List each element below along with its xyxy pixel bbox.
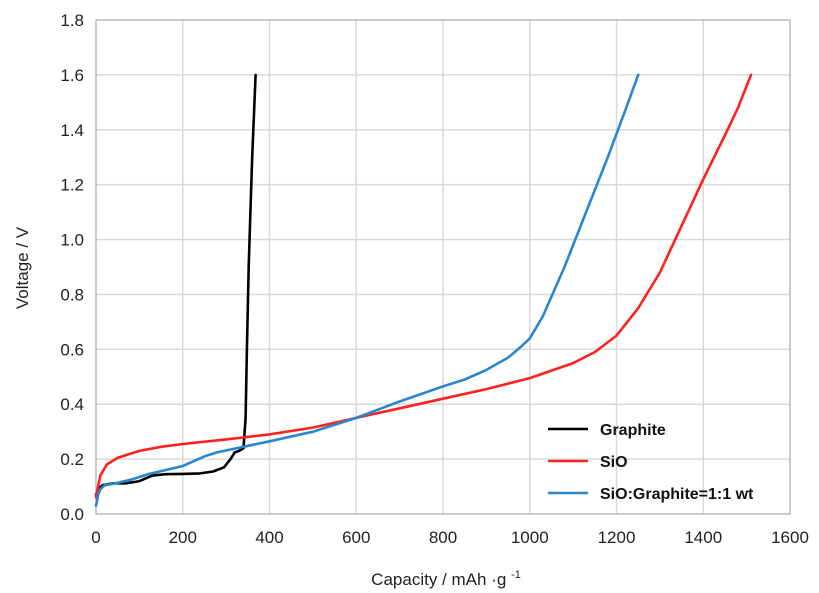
- series-line-1: [94, 73, 257, 497]
- x-axis-ticks: 0 200 400 600 800 1000 1200 1400 1600: [91, 528, 809, 547]
- y-tick-label: 1.8: [60, 11, 84, 30]
- y-tick-label: 1.0: [60, 231, 84, 250]
- y-tick-label: 0.0: [60, 505, 84, 524]
- x-tick-label: 1400: [684, 528, 722, 547]
- series-line-2: [94, 73, 753, 499]
- y-tick-label: 1.4: [60, 121, 84, 140]
- x-tick-label: 1600: [771, 528, 809, 547]
- x-axis-label-main: Capacity / mAh: [371, 570, 486, 589]
- x-tick-label: 0: [91, 528, 100, 547]
- legend-label: Graphite: [600, 422, 666, 439]
- plot-area-frame: [95, 19, 791, 515]
- series-line-3: [94, 73, 640, 508]
- x-tick-label: 200: [169, 528, 197, 547]
- y-tick-label: 1.6: [60, 66, 84, 85]
- y-tick-label: 0.6: [60, 340, 84, 359]
- x-tick-label: 800: [429, 528, 457, 547]
- x-tick-label: 1000: [511, 528, 549, 547]
- y-tick-label: 0.8: [60, 285, 84, 304]
- x-axis-label: Capacity / mAh ·g -1: [371, 569, 521, 589]
- gridlines: [96, 20, 790, 514]
- series-lines: [94, 73, 753, 508]
- legend: Graphite SiO SiO:Graphite=1:1 wt: [548, 422, 754, 503]
- x-tick-label: 1200: [598, 528, 636, 547]
- y-tick-label: 0.4: [60, 395, 84, 414]
- x-axis-label-superscript: -1: [511, 569, 521, 581]
- y-axis-label: Voltage / V: [13, 226, 32, 309]
- x-axis-label-unit: ·g: [491, 570, 506, 589]
- legend-label: SiO: [600, 454, 628, 471]
- y-axis-ticks: 0.0 0.2 0.4 0.6 0.8 1.0 1.2 1.4 1.6 1.8: [60, 11, 84, 524]
- y-tick-label: 0.2: [60, 450, 84, 469]
- x-tick-label: 600: [342, 528, 370, 547]
- legend-label: SiO:Graphite=1:1 wt: [600, 486, 754, 503]
- y-tick-label: 1.2: [60, 176, 84, 195]
- x-tick-label: 400: [255, 528, 283, 547]
